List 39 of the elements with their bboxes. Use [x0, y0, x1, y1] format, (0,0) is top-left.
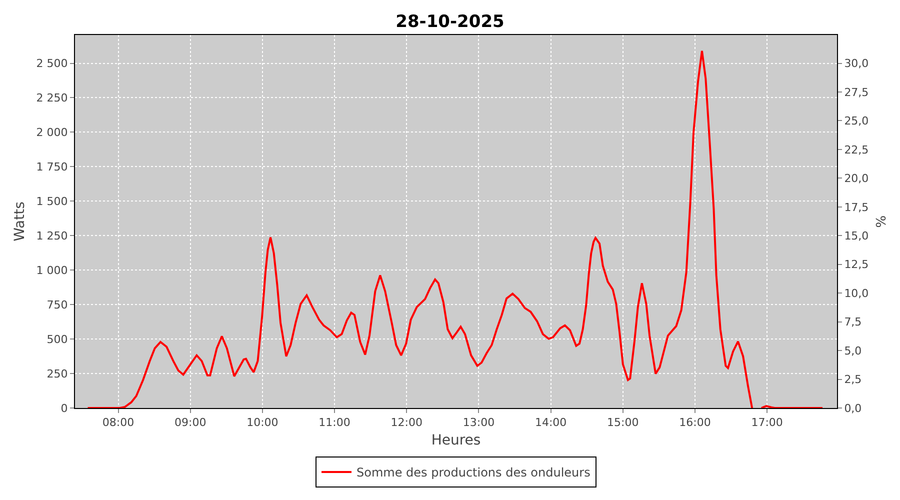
y-tick-label: 750 [46, 298, 68, 312]
y2-tick-label: 15,0 [844, 229, 869, 242]
y-tick-label: 2 000 [36, 126, 68, 140]
y-tick-label: 1 250 [36, 229, 68, 242]
y2-tick-label: 30,0 [844, 57, 869, 70]
x-axis-title: Heures [431, 432, 481, 448]
y2-tick-label: 17,5 [844, 200, 869, 214]
y2-tick-label: 10,0 [844, 286, 869, 300]
y-tick-label: 2 250 [36, 92, 68, 105]
y2-tick-label: 12,5 [844, 258, 869, 272]
x-tick-label: 08:00 [102, 416, 134, 430]
x-tick-label: 10:00 [246, 416, 278, 430]
y2-tick-label: 27,5 [844, 86, 869, 99]
y2-axis-title: % [874, 215, 890, 228]
y2-tick-label: 25,0 [844, 114, 869, 128]
x-tick-label: 17:00 [751, 416, 783, 430]
y-tick-label: 0 [60, 402, 68, 415]
y-tick-label: 1 750 [36, 160, 68, 174]
y2-tick-label: 5,0 [844, 344, 862, 358]
y-tick-label: 1 000 [36, 264, 68, 277]
legend-label: Somme des productions des onduleurs [356, 466, 590, 480]
y2-tick-label: 22,5 [844, 143, 869, 156]
y2-tick-label: 0,0 [844, 402, 862, 415]
chart-title: 28-10-2025 [396, 12, 504, 32]
x-tick-label: 12:00 [390, 416, 422, 430]
y-tick-label: 2 500 [36, 57, 68, 70]
y2-tick-label: 7,5 [844, 316, 862, 329]
y-tick-label: 500 [46, 332, 68, 346]
y-axis-title: Watts [12, 202, 28, 242]
y-tick-label: 1 500 [36, 195, 68, 208]
y-tick-label: 250 [46, 367, 68, 380]
y2-tick-label: 2,5 [844, 373, 862, 386]
y2-tick-label: 20,0 [844, 172, 869, 186]
x-tick-label: 14:00 [534, 416, 567, 430]
x-tick-label: 09:00 [174, 416, 206, 430]
x-tick-label: 13:00 [462, 416, 495, 430]
x-tick-label: 15:00 [607, 416, 639, 430]
x-tick-label: 11:00 [318, 416, 350, 430]
x-tick-label: 16:00 [679, 416, 711, 430]
